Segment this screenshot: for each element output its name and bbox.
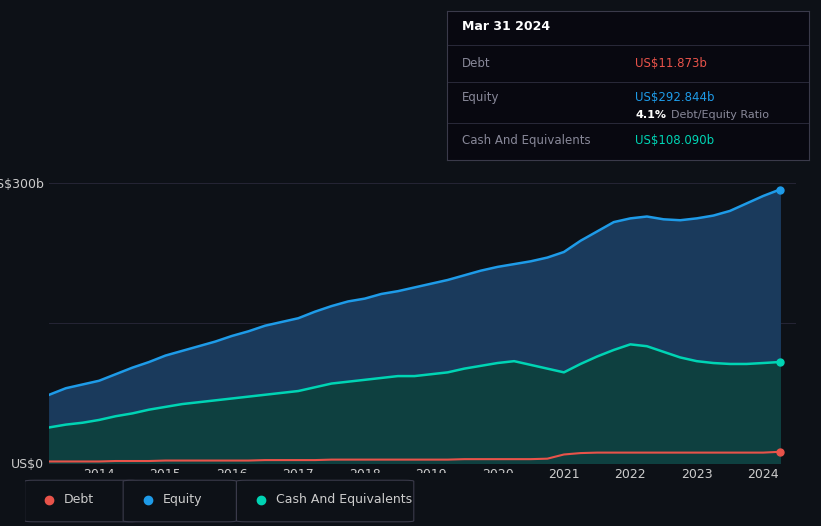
- FancyBboxPatch shape: [236, 480, 414, 522]
- Text: US$11.873b: US$11.873b: [635, 57, 707, 70]
- Text: Equity: Equity: [462, 91, 499, 104]
- Text: Debt: Debt: [462, 57, 490, 70]
- Text: Debt: Debt: [64, 493, 94, 506]
- Text: Cash And Equivalents: Cash And Equivalents: [276, 493, 412, 506]
- Text: Debt/Equity Ratio: Debt/Equity Ratio: [672, 110, 769, 120]
- Text: US$292.844b: US$292.844b: [635, 91, 715, 104]
- Text: US$108.090b: US$108.090b: [635, 135, 714, 147]
- Text: Equity: Equity: [163, 493, 202, 506]
- Text: Cash And Equivalents: Cash And Equivalents: [462, 135, 590, 147]
- FancyBboxPatch shape: [25, 480, 138, 522]
- Text: Mar 31 2024: Mar 31 2024: [462, 20, 550, 33]
- FancyBboxPatch shape: [123, 480, 236, 522]
- Text: 4.1%: 4.1%: [635, 110, 667, 120]
